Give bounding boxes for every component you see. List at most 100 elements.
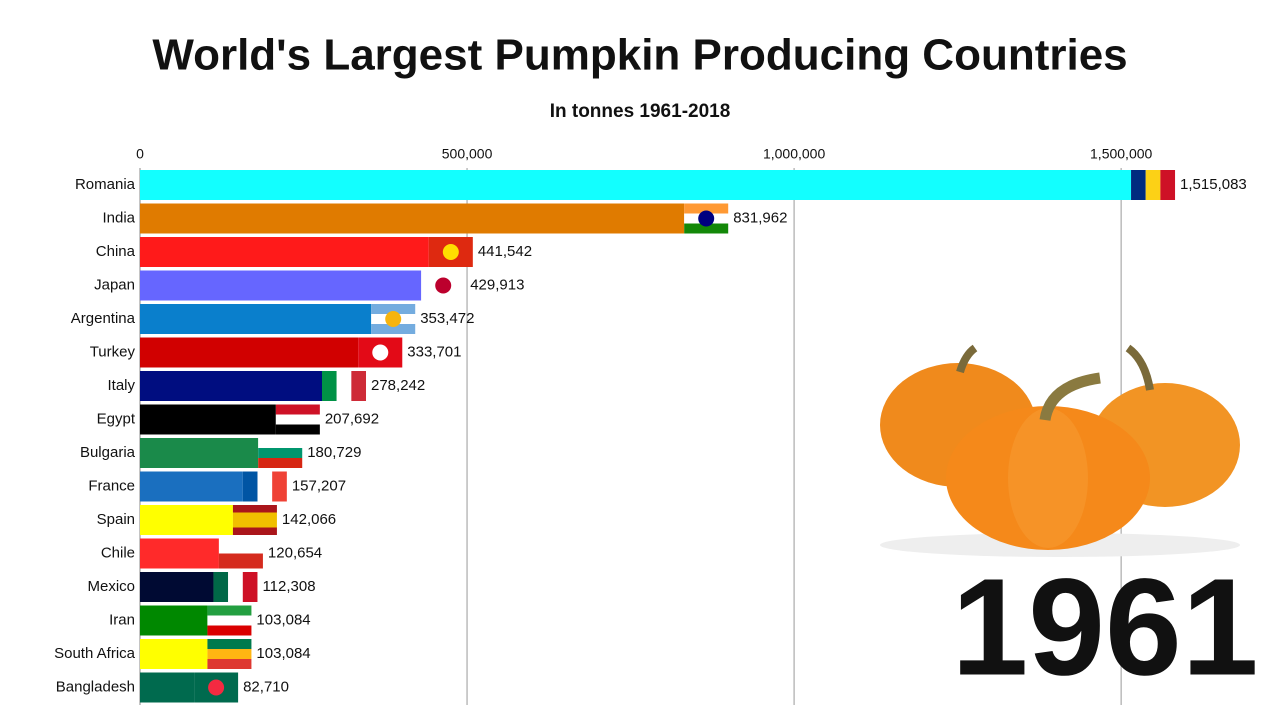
y-tick-label: China <box>96 243 136 260</box>
flag-stripe <box>242 572 258 602</box>
flag-stripe <box>207 625 252 636</box>
y-tick-label: France <box>88 477 135 494</box>
bar <box>140 438 259 468</box>
bar <box>140 404 276 435</box>
bar <box>140 471 243 502</box>
flag-stripe <box>1145 170 1161 200</box>
flag <box>322 371 367 401</box>
bar <box>140 672 195 703</box>
flag-stripe <box>272 471 287 502</box>
flag <box>421 270 466 301</box>
flag-stripe <box>242 471 258 502</box>
bar <box>140 605 208 636</box>
bar <box>140 270 422 301</box>
value-label: 112,308 <box>262 578 315 595</box>
flag-stripe <box>232 520 277 528</box>
flag-stripe <box>218 538 263 554</box>
bar <box>140 371 323 401</box>
value-label: 157,207 <box>292 477 346 494</box>
flag-stripe <box>371 324 416 334</box>
bar <box>140 505 233 535</box>
flag <box>207 605 252 636</box>
y-tick-label: Romania <box>75 176 136 193</box>
flag-emblem <box>208 679 225 696</box>
flag <box>358 337 403 368</box>
x-tick-label: 1,000,000 <box>763 146 825 162</box>
y-tick-label: Egypt <box>97 410 136 427</box>
y-tick-label: Chile <box>101 544 135 561</box>
flag-stripe <box>275 414 320 425</box>
y-tick-label: Iran <box>109 611 135 628</box>
flag <box>232 505 277 535</box>
flag-stripe <box>336 371 352 401</box>
y-tick-label: Italy <box>107 377 135 394</box>
pumpkin-image <box>880 344 1240 557</box>
chart-subtitle: In tonnes 1961-2018 <box>550 101 731 122</box>
value-label: 1,515,083 <box>1180 176 1247 193</box>
flag <box>218 538 263 569</box>
flag-stripe <box>228 572 243 602</box>
flag <box>242 471 287 502</box>
chart-title: World's Largest Pumpkin Producing Countr… <box>152 31 1127 80</box>
flag-stripe <box>258 458 303 468</box>
bar <box>140 337 359 368</box>
value-label: 82,710 <box>243 678 289 695</box>
flag-stripe <box>232 527 277 535</box>
value-label: 207,692 <box>325 410 379 427</box>
y-tick-label: Japan <box>94 276 135 293</box>
y-tick-label: Argentina <box>71 310 136 327</box>
flag-stripe <box>257 471 273 502</box>
flag-stripe <box>207 639 252 649</box>
flag <box>194 672 239 703</box>
bar <box>140 304 372 334</box>
flag-stripe <box>258 448 303 458</box>
bar <box>140 237 429 267</box>
flag-stripe <box>232 505 277 513</box>
value-label: 831,962 <box>733 209 787 226</box>
flag <box>275 404 320 435</box>
flag-stripe <box>684 223 729 234</box>
flag-stripe <box>1131 170 1146 200</box>
y-tick-label: Mexico <box>87 578 135 595</box>
flag <box>258 438 303 468</box>
value-label: 180,729 <box>307 444 361 461</box>
y-tick-label: Bulgaria <box>80 444 136 461</box>
flag <box>371 304 416 334</box>
bar <box>140 572 214 602</box>
value-label: 103,084 <box>256 645 310 662</box>
y-tick-label: Spain <box>97 511 135 528</box>
flag <box>684 203 729 234</box>
flag-stripe <box>207 605 252 616</box>
flag-stripe <box>371 304 416 314</box>
value-label: 429,913 <box>470 276 524 293</box>
flag-stripe <box>232 512 277 520</box>
bar <box>140 170 1132 200</box>
bar <box>140 639 208 669</box>
value-label: 142,066 <box>282 511 336 528</box>
year-label: 1961 <box>952 550 1259 704</box>
value-label: 441,542 <box>478 243 532 260</box>
flag-stripe <box>275 404 320 415</box>
value-label: 353,472 <box>420 310 474 327</box>
y-tick-label: India <box>102 209 135 226</box>
bar <box>140 203 685 234</box>
flag-emblem <box>372 344 389 361</box>
flag-stripe <box>207 649 252 659</box>
y-tick-label: South Africa <box>54 645 136 662</box>
flag-emblem <box>698 210 715 227</box>
flag <box>213 572 258 602</box>
y-tick-label: Bangladesh <box>56 678 135 695</box>
flag-stripe <box>218 553 263 569</box>
flag-stripe <box>351 371 367 401</box>
flag-stripe <box>275 424 320 435</box>
y-tick-label: Turkey <box>90 343 136 360</box>
flag <box>1131 170 1176 200</box>
value-label: 120,654 <box>268 544 322 561</box>
value-label: 333,701 <box>407 343 461 360</box>
flag-stripe <box>258 438 303 448</box>
flag-stripe <box>207 615 252 626</box>
value-label: 278,242 <box>371 377 425 394</box>
flag-emblem <box>442 244 459 260</box>
flag-stripe <box>207 659 252 669</box>
